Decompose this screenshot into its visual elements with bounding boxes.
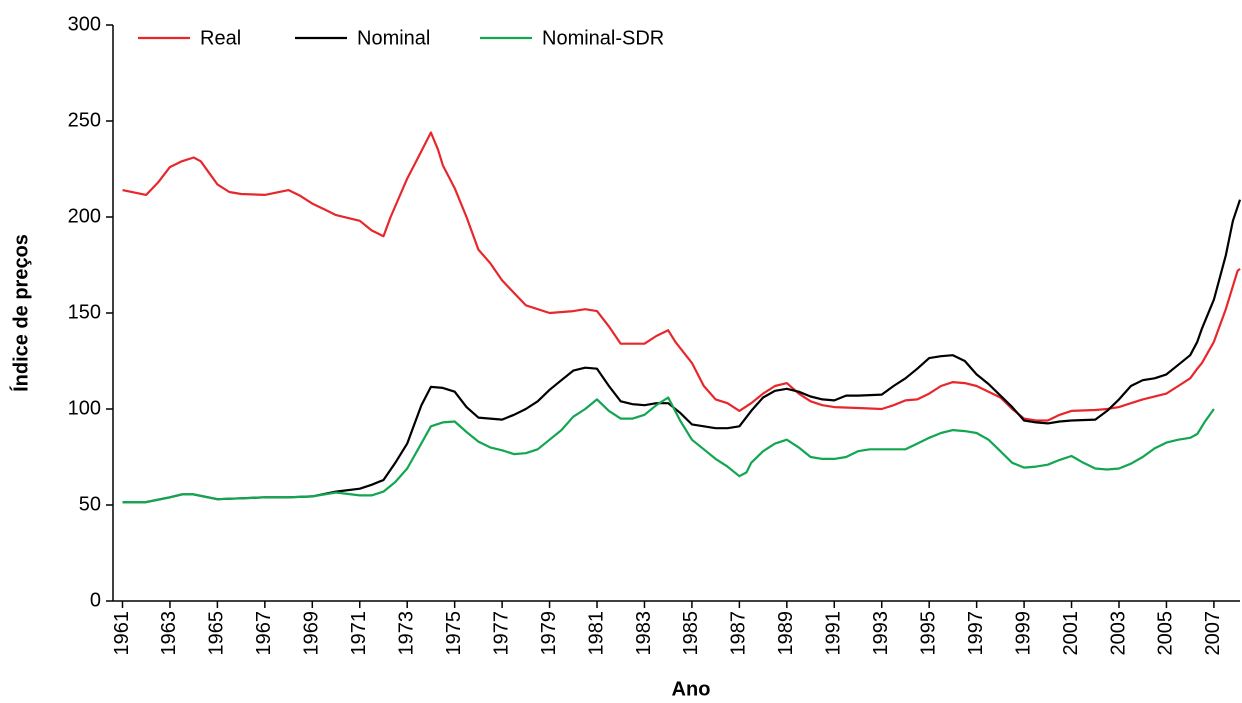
legend-label: Real (200, 27, 241, 49)
legend-label: Nominal (357, 27, 430, 49)
x-tick-label: 2005 (1155, 611, 1177, 656)
x-tick-label: 1999 (1012, 611, 1034, 656)
x-tick-label: 1987 (728, 611, 750, 656)
legend-label: Nominal-SDR (542, 27, 664, 49)
y-tick-label: 200 (68, 205, 101, 227)
y-tick-label: 300 (68, 13, 101, 35)
x-tick-label: 1993 (870, 611, 892, 656)
x-tick-label: 1981 (585, 611, 607, 656)
x-tick-label: 1967 (253, 611, 275, 656)
y-tick-label: 250 (68, 109, 101, 131)
x-tick-label: 1979 (538, 611, 560, 656)
y-tick-label: 50 (79, 493, 101, 515)
y-tick-label: 0 (90, 589, 101, 611)
series-line (122, 199, 1242, 504)
y-tick-label: 100 (68, 397, 101, 419)
x-tick-label: 1961 (111, 611, 133, 656)
series-line (122, 131, 1241, 422)
x-tick-label: 1997 (965, 611, 987, 656)
x-tick-label: 1983 (633, 611, 655, 656)
x-tick-label: 2001 (1060, 611, 1082, 656)
x-tick-label: 1971 (348, 611, 370, 656)
x-tick-label: 1989 (775, 611, 797, 656)
x-tick-label: 1985 (680, 611, 702, 656)
x-tick-label: 1969 (301, 611, 323, 656)
x-axis-label: Ano (672, 678, 711, 700)
x-tick-label: 1991 (823, 611, 845, 656)
x-tick-label: 1973 (395, 611, 417, 656)
y-axis-label: Índice de preços (9, 234, 32, 392)
x-tick-label: 1975 (443, 611, 465, 656)
x-tick-label: 1963 (158, 611, 180, 656)
series-line (122, 396, 1215, 504)
x-tick-label: 1995 (917, 611, 939, 656)
y-tick-label: 150 (68, 301, 101, 323)
x-tick-label: 1965 (206, 611, 228, 656)
x-tick-label: 1977 (490, 611, 512, 656)
x-tick-label: 2007 (1202, 611, 1224, 656)
x-tick-label: 2003 (1107, 611, 1129, 656)
